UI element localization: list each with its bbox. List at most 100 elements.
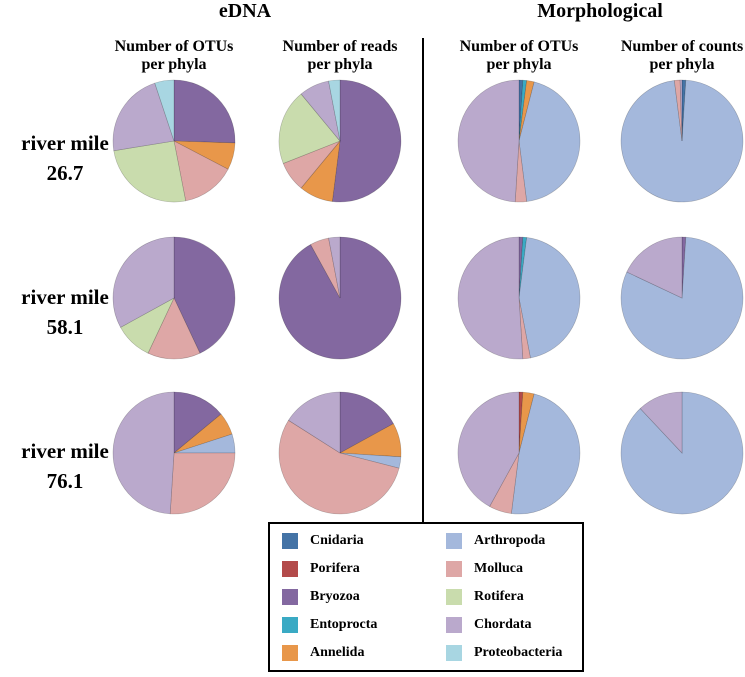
row-label-value: 58.1	[46, 315, 84, 339]
legend-label: Chordata	[474, 617, 532, 632]
legend-label: Bryozoa	[310, 589, 360, 604]
pie-slice-edna_reads-58-1-bryozoa	[278, 236, 402, 360]
pie-slice-morph_counts-76-1-arthropoda	[620, 391, 744, 515]
legend-swatch	[282, 589, 298, 605]
legend-item-arthropoda: Arthropoda	[446, 532, 545, 550]
pie-slice-edna_reads-26-7-molluca	[282, 140, 341, 189]
group-divider	[422, 38, 424, 584]
column-header-edna-reads: Number of reads per phyla	[282, 38, 398, 73]
legend-swatch	[446, 561, 462, 577]
pie-slice-edna_reads-26-7-annelida	[300, 140, 341, 202]
pie-slice-morph_counts-26-7-cnidaria	[681, 79, 687, 142]
pie-slice-morph_counts-26-7-chordata	[679, 79, 683, 142]
legend-label: Porifera	[310, 561, 360, 576]
pie-slice-edna_reads-58-1-chordata	[328, 236, 341, 299]
legend-label: Cnidaria	[310, 533, 364, 548]
pie-slice-morph_otus-26-7-molluca	[514, 140, 527, 203]
pie-slice-morph_otus-58-1-molluca	[518, 297, 531, 360]
column-header-morph-otus: Number of OTUs per phyla	[459, 38, 579, 73]
legend-swatch	[446, 589, 462, 605]
row-label-26-7: river mile 26.7	[0, 128, 130, 188]
pie-slice-morph_otus-26-7-annelida	[518, 80, 535, 142]
pie-slice-edna_otus-76-1-molluca	[169, 452, 236, 515]
legend-swatch	[282, 561, 298, 577]
legend-item-proteobacteria: Proteobacteria	[446, 644, 562, 662]
legend-label: Proteobacteria	[474, 645, 563, 660]
pie-slice-edna_otus-76-1-bryozoa	[173, 391, 222, 454]
pie-slice-edna_reads-76-1-molluca	[278, 419, 400, 515]
pie-slice-edna_otus-58-1-bryozoa	[173, 236, 236, 354]
pie-slice-edna_otus-26-7-rotifera	[113, 140, 187, 203]
pie-slice-morph_otus-76-1-annelida	[518, 391, 535, 454]
legend-swatch	[446, 617, 462, 633]
legend-swatch	[282, 617, 298, 633]
pie-slice-morph_counts-58-1-bryozoa	[681, 236, 687, 299]
column-header-edna-otus: Number of OTUs per phyla	[114, 38, 234, 73]
pie-slice-edna_reads-76-1-chordata	[288, 391, 341, 454]
pie-slice-edna_otus-58-1-molluca	[147, 297, 201, 360]
pie-slice-morph_otus-58-1-chordata	[457, 236, 524, 360]
pie-slice-morph_otus-26-7-cnidaria	[518, 79, 524, 142]
legend: Cnidaria Porifera Bryozoa Entoprocta Annelid…	[268, 522, 584, 672]
legend-item-entoprocta: Entoprocta	[282, 616, 377, 634]
pie-slice-edna_reads-58-1-molluca	[310, 237, 341, 299]
pie-slice-morph_otus-76-1-molluca	[489, 452, 520, 514]
legend-label: Annelida	[310, 645, 365, 660]
pie-slice-edna_otus-58-1-chordata	[112, 236, 175, 328]
pie-slice-edna_reads-26-7-proteobacteria	[328, 79, 341, 142]
legend-label: Arthropoda	[474, 533, 546, 548]
pie-slice-edna_reads-76-1-bryozoa	[339, 391, 394, 454]
pie-slice-morph_otus-76-1-porifera	[518, 391, 524, 454]
pie-slice-morph_otus-26-7-chordata	[457, 79, 520, 203]
legend-item-porifera: Porifera	[282, 560, 360, 578]
morphological-group-title: Morphological	[537, 0, 663, 22]
legend-item-chordata: Chordata	[446, 616, 532, 634]
legend-label: Entoprocta	[310, 617, 378, 632]
pie-slice-edna_otus-76-1-arthropoda	[173, 433, 236, 454]
pie-slice-edna_reads-26-7-bryozoa	[332, 79, 402, 203]
pie-slice-edna_reads-76-1-arthropoda	[339, 452, 402, 469]
pie-slice-edna_otus-26-7-proteobacteria	[154, 79, 175, 142]
edna-group-title: eDNA	[218, 0, 272, 22]
pie-slice-morph_otus-26-7-arthropoda	[518, 81, 581, 202]
legend-item-molluca: Molluca	[446, 560, 523, 578]
pie-slice-morph_counts-26-7-arthropoda	[620, 79, 744, 203]
pie-slice-morph_counts-58-1-chordata	[626, 236, 683, 299]
pie-slice-morph_counts-58-1-arthropoda	[620, 236, 744, 360]
legend-swatch	[446, 645, 462, 661]
pie-slice-morph_counts-26-7-molluca	[674, 79, 683, 142]
pie-slice-edna_otus-76-1-chordata	[112, 391, 175, 515]
pie-slice-edna_reads-26-7-chordata	[300, 80, 341, 142]
legend-swatch	[282, 533, 298, 549]
pie-slice-edna_otus-26-7-chordata	[112, 82, 175, 152]
pie-slice-morph_otus-58-1-arthropoda	[518, 237, 581, 359]
pie-slice-morph_otus-76-1-arthropoda	[511, 393, 581, 515]
pie-slice-morph_otus-58-1-entoprocta	[518, 236, 527, 299]
column-header-morph-counts: Number of counts per phyla	[620, 38, 744, 73]
legend-swatch	[282, 645, 298, 661]
pie-slice-edna_reads-76-1-annelida	[338, 423, 402, 458]
pie-slice-edna_otus-26-7-annelida	[173, 140, 236, 170]
pie-slice-edna_otus-26-7-bryozoa	[173, 79, 236, 144]
row-label-prefix: river mile	[21, 131, 109, 155]
legend-item-annelida: Annelida	[282, 644, 364, 662]
legend-label: Molluca	[474, 561, 523, 576]
pie-slice-morph_otus-76-1-chordata	[457, 391, 520, 507]
pie-slice-edna_reads-26-7-rotifera	[278, 93, 341, 164]
legend-label: Rotifera	[474, 589, 524, 604]
pie-slice-edna_otus-26-7-molluca	[173, 140, 229, 202]
legend-item-cnidaria: Cnidaria	[282, 532, 364, 550]
pie-slice-morph_otus-26-7-entoprocta	[518, 79, 527, 142]
row-label-76-1: river mile 76.1	[0, 436, 130, 496]
pie-slice-edna_otus-58-1-rotifera	[120, 297, 175, 354]
pie-slice-morph_counts-76-1-chordata	[639, 391, 683, 454]
legend-swatch	[446, 533, 462, 549]
row-label-prefix: river mile	[21, 439, 109, 463]
legend-item-rotifera: Rotifera	[446, 588, 524, 606]
row-label-value: 76.1	[46, 469, 84, 493]
row-label-value: 26.7	[46, 161, 84, 185]
pie-slice-morph_otus-58-1-bryozoa	[518, 236, 524, 299]
row-label-58-1: river mile 58.1	[0, 282, 130, 342]
legend-item-bryozoa: Bryozoa	[282, 588, 360, 606]
